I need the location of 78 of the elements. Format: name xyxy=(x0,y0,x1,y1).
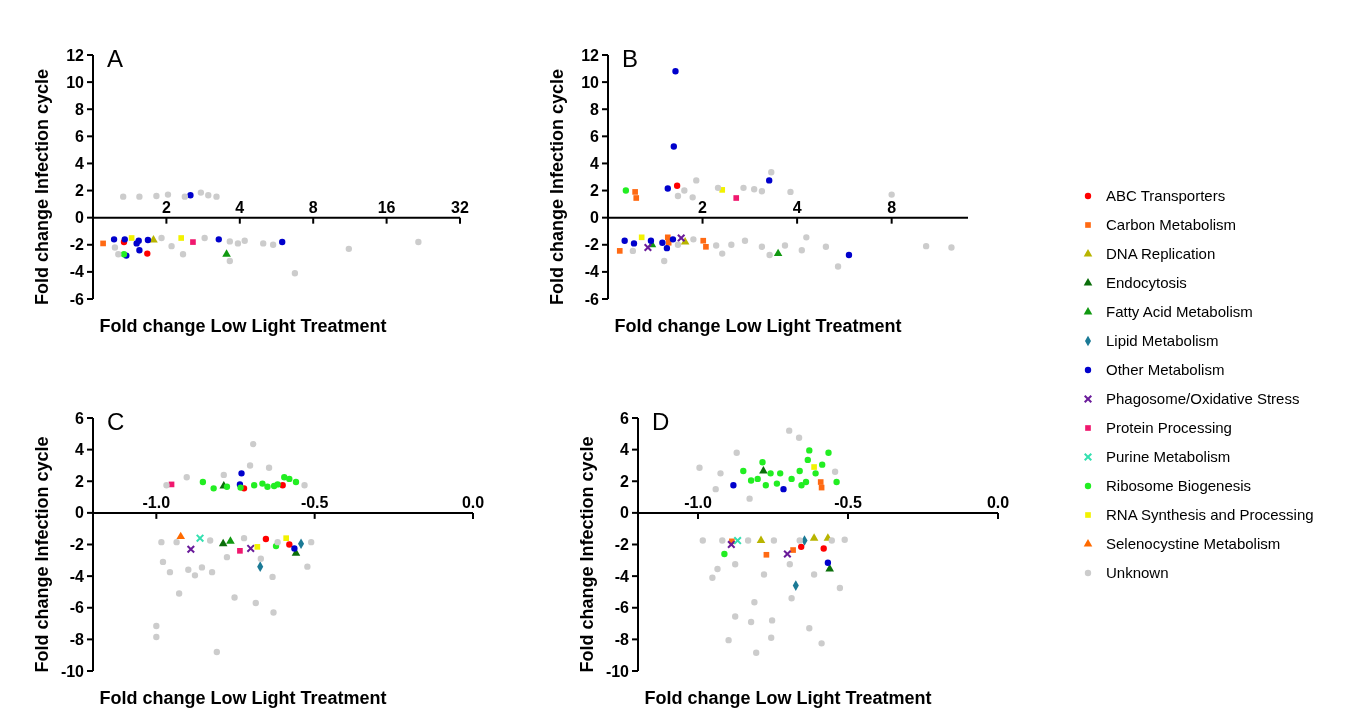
chart-title: B xyxy=(622,45,639,72)
y-tick-label: 4 xyxy=(75,155,85,173)
y-axis-title: Fold change Infection cycle xyxy=(32,436,52,673)
y-tick-label: -2 xyxy=(69,236,85,254)
y-tick-label: -2 xyxy=(614,536,630,554)
y-tick-label: 6 xyxy=(590,127,600,145)
y-tick-label: 10 xyxy=(581,73,600,91)
legend-label: Fatty Acid Metabolism xyxy=(1106,303,1253,321)
y-tick-label: 2 xyxy=(75,472,85,490)
y-tick-label: 6 xyxy=(75,409,85,427)
legend-label: Endocytosis xyxy=(1106,274,1187,292)
y-tick-label: 6 xyxy=(75,127,85,145)
y-tick-label: 12 xyxy=(581,46,600,64)
y-tick-label: -4 xyxy=(69,263,85,281)
x-tick-label: 2 xyxy=(698,198,708,216)
y-tick-label: -2 xyxy=(69,536,85,554)
y-tick-label: -6 xyxy=(614,599,630,617)
x-tick-label: -1.0 xyxy=(142,493,171,511)
y-tick-label: -6 xyxy=(69,290,85,308)
legend-label: ABC Transporters xyxy=(1106,187,1226,205)
x-tick-label: -1.0 xyxy=(684,493,712,511)
x-axis-title: Fold change Low Light Treatment xyxy=(614,316,902,336)
y-tick-label: -10 xyxy=(605,662,630,680)
y-tick-label: -4 xyxy=(584,263,600,281)
x-tick-label: 8 xyxy=(308,198,318,216)
chart-title: D xyxy=(652,408,670,435)
x-tick-label: 8 xyxy=(887,198,897,216)
legend-label: Lipid Metabolism xyxy=(1106,332,1219,350)
y-tick-label: 0 xyxy=(620,504,630,522)
y-tick-label: -2 xyxy=(584,236,600,254)
y-tick-label: 12 xyxy=(66,46,85,64)
y-tick-label: 4 xyxy=(75,441,85,459)
x-tick-label: -0.5 xyxy=(300,493,329,511)
y-tick-label: -8 xyxy=(614,630,630,648)
y-tick-label: 0 xyxy=(75,504,85,522)
x-axis-title: Fold change Low Light Treatment xyxy=(644,688,932,708)
y-tick-label: 2 xyxy=(590,182,600,200)
x-tick-label: 4 xyxy=(792,198,802,216)
chart-title: A xyxy=(107,45,124,72)
x-tick-label: 16 xyxy=(377,198,396,216)
x-tick-label: 0.0 xyxy=(986,493,1010,511)
legend-label: Ribosome Biogenesis xyxy=(1106,477,1252,495)
y-tick-label: 4 xyxy=(620,441,630,459)
x-tick-label: 0.0 xyxy=(461,493,485,511)
y-axis-title: Fold change Infection cycle xyxy=(547,68,567,306)
y-tick-label: 6 xyxy=(620,409,630,427)
x-axis-title: Fold change Low Light Treatment xyxy=(99,688,387,708)
y-axis-title: Fold change Infection cycle xyxy=(577,436,597,673)
y-tick-label: -6 xyxy=(69,599,85,617)
legend-label: Other Metabolism xyxy=(1106,361,1225,379)
legend-label: Protein Processing xyxy=(1106,419,1232,437)
y-tick-label: 2 xyxy=(620,472,630,490)
y-tick-label: 0 xyxy=(75,209,85,227)
legend-label: Phagosome/Oxidative Stress xyxy=(1106,390,1300,408)
y-tick-label: -4 xyxy=(614,567,630,585)
y-tick-label: 4 xyxy=(590,155,600,173)
y-tick-label: 0 xyxy=(590,209,600,227)
y-axis-title: Fold change Infection cycle xyxy=(32,68,52,306)
y-tick-label: -10 xyxy=(60,662,85,680)
legend-label: Unknown xyxy=(1106,564,1169,582)
y-tick-label: 8 xyxy=(75,100,85,118)
y-tick-label: 10 xyxy=(66,73,85,91)
y-tick-label: -6 xyxy=(584,290,600,308)
y-tick-label: -8 xyxy=(69,630,85,648)
y-tick-label: 2 xyxy=(75,182,85,200)
x-tick-label: 32 xyxy=(451,198,469,216)
legend-label: Carbon Metabolism xyxy=(1106,216,1237,234)
x-axis-title: Fold change Low Light Treatment xyxy=(99,316,387,336)
y-tick-label: -4 xyxy=(69,567,85,585)
legend-label: DNA Replication xyxy=(1106,245,1216,263)
legend-label: RNA Synthesis and Processing xyxy=(1106,506,1314,524)
chart-title: C xyxy=(107,408,125,435)
x-tick-label: 4 xyxy=(235,198,245,216)
y-tick-label: 8 xyxy=(590,100,600,118)
legend-label: Selenocystine Metabolism xyxy=(1106,535,1281,553)
legend-label: Purine Metabolism xyxy=(1106,448,1231,466)
x-tick-label: 2 xyxy=(161,198,171,216)
x-tick-label: -0.5 xyxy=(834,493,862,511)
